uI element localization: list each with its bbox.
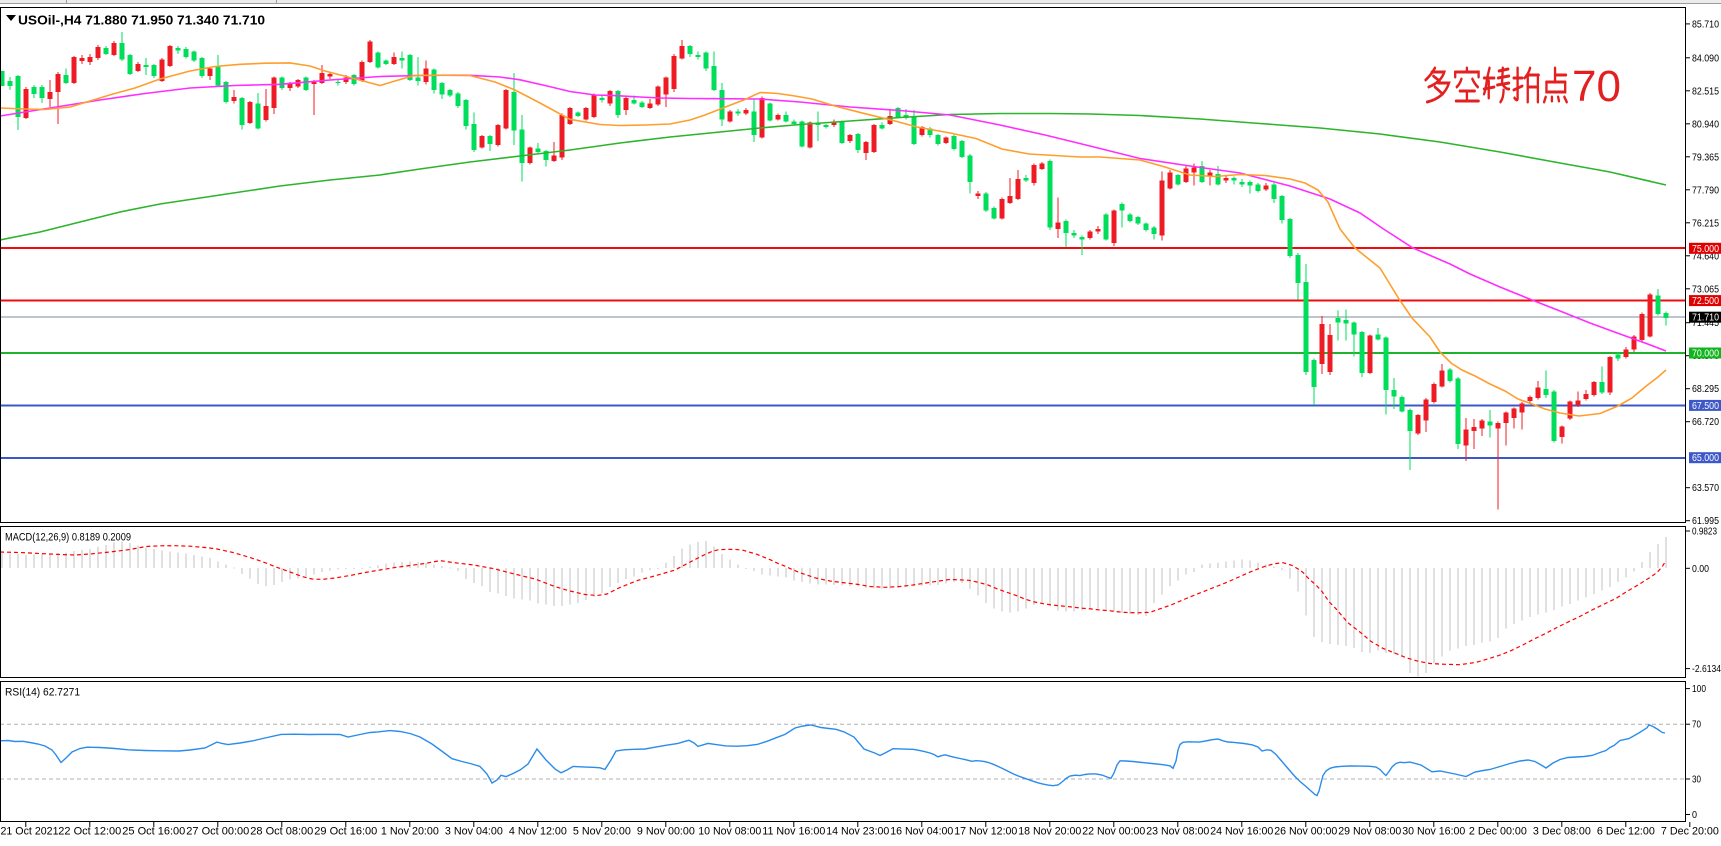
svg-text:10 Nov 08:00: 10 Nov 08:00 — [698, 826, 761, 838]
svg-text:23 Nov 08:00: 23 Nov 08:00 — [1146, 826, 1209, 838]
svg-text:USOil-,H4 71.880 71.950 71.34: USOil-,H4 71.880 71.950 71.340 71.710 — [18, 13, 265, 28]
svg-text:3 Dec 08:00: 3 Dec 08:00 — [1533, 826, 1591, 838]
svg-text:5 Nov 20:00: 5 Nov 20:00 — [573, 826, 631, 838]
svg-text:30: 30 — [1692, 774, 1701, 786]
svg-text:29 Oct 16:00: 29 Oct 16:00 — [314, 826, 377, 838]
svg-text:22 Nov 00:00: 22 Nov 00:00 — [1082, 826, 1145, 838]
svg-text:MACD(12,26,9) 0.8189 0.2009: MACD(12,26,9) 0.8189 0.2009 — [5, 532, 131, 544]
svg-text:26 Nov 00:00: 26 Nov 00:00 — [1274, 826, 1337, 838]
svg-text:16 Nov 04:00: 16 Nov 04:00 — [890, 826, 953, 838]
svg-text:67.500: 67.500 — [1692, 400, 1719, 412]
svg-text:70.000: 70.000 — [1692, 348, 1719, 360]
svg-text:72.500: 72.500 — [1692, 295, 1719, 307]
svg-text:4 Nov 12:00: 4 Nov 12:00 — [509, 826, 567, 838]
svg-text:73.065: 73.065 — [1692, 283, 1719, 295]
svg-text:0.00: 0.00 — [1692, 563, 1709, 575]
svg-text:2 Dec 00:00: 2 Dec 00:00 — [1469, 826, 1527, 838]
svg-text:85.710: 85.710 — [1692, 18, 1719, 30]
svg-text:79.365: 79.365 — [1692, 151, 1719, 163]
svg-text:24 Nov 16:00: 24 Nov 16:00 — [1210, 826, 1273, 838]
svg-text:25 Oct 16:00: 25 Oct 16:00 — [122, 826, 185, 838]
svg-text:77.790: 77.790 — [1692, 184, 1719, 196]
svg-text:18 Nov 20:00: 18 Nov 20:00 — [1018, 826, 1081, 838]
svg-text:76.215: 76.215 — [1692, 217, 1719, 229]
svg-text:29 Nov 08:00: 29 Nov 08:00 — [1338, 826, 1401, 838]
svg-text:11 Nov 16:00: 11 Nov 16:00 — [762, 826, 825, 838]
svg-text:27 Oct 00:00: 27 Oct 00:00 — [186, 826, 249, 838]
svg-text:70: 70 — [1692, 719, 1701, 731]
svg-text:70: 70 — [1572, 62, 1621, 111]
svg-text:3 Nov 04:00: 3 Nov 04:00 — [445, 826, 503, 838]
svg-text:21 Oct 2021: 21 Oct 2021 — [1, 826, 59, 838]
svg-text:28 Oct 08:00: 28 Oct 08:00 — [250, 826, 313, 838]
svg-text:65.000: 65.000 — [1692, 452, 1719, 464]
svg-text:1 Nov 20:00: 1 Nov 20:00 — [381, 826, 439, 838]
svg-text:7 Dec 20:00: 7 Dec 20:00 — [1661, 826, 1719, 838]
svg-text:84.090: 84.090 — [1692, 52, 1719, 64]
svg-text:100: 100 — [1692, 683, 1706, 695]
svg-text:0.9823: 0.9823 — [1692, 526, 1717, 538]
svg-text:30 Nov 16:00: 30 Nov 16:00 — [1402, 826, 1465, 838]
svg-text:0: 0 — [1692, 809, 1697, 821]
svg-text:22 Oct 12:00: 22 Oct 12:00 — [58, 826, 121, 838]
svg-text:RSI(14) 62.7271: RSI(14) 62.7271 — [5, 687, 80, 699]
svg-text:82.515: 82.515 — [1692, 85, 1719, 97]
svg-text:17 Nov 12:00: 17 Nov 12:00 — [954, 826, 1017, 838]
svg-text:80.940: 80.940 — [1692, 118, 1719, 130]
svg-text:61.995: 61.995 — [1692, 515, 1719, 527]
svg-text:63.570: 63.570 — [1692, 482, 1719, 494]
svg-text:75.000: 75.000 — [1692, 243, 1719, 255]
svg-text:-2.6134: -2.6134 — [1692, 663, 1721, 675]
svg-text:71.710: 71.710 — [1692, 312, 1719, 324]
svg-text:14 Nov 23:00: 14 Nov 23:00 — [826, 826, 889, 838]
svg-text:9 Nov 00:00: 9 Nov 00:00 — [637, 826, 695, 838]
svg-text:68.295: 68.295 — [1692, 383, 1719, 395]
svg-text:6 Dec 12:00: 6 Dec 12:00 — [1597, 826, 1655, 838]
svg-text:66.720: 66.720 — [1692, 416, 1719, 428]
